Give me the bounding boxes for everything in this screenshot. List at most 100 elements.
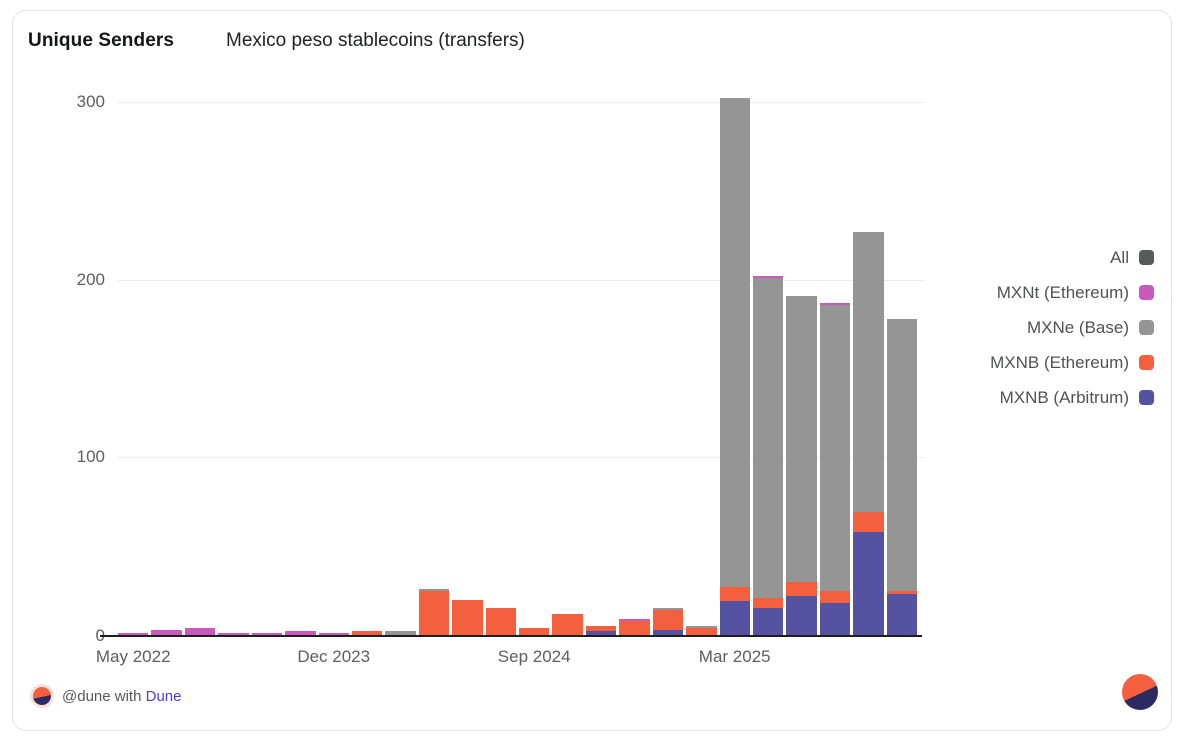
y-tick-label: 200 [76,269,105,289]
bar-segment [786,595,817,635]
bar-segment [452,599,483,635]
bar-segment [819,304,851,591]
gridline [118,279,925,281]
legend-item[interactable]: MXNt (Ethereum) [997,275,1154,310]
bar-column[interactable] [452,599,483,635]
bar-column[interactable] [552,613,583,635]
x-tick-label: Dec 2023 [297,647,371,666]
bar-column[interactable] [385,631,416,635]
bar-segment [485,608,517,635]
legend-label: MXNt (Ethereum) [996,282,1129,302]
legend-item[interactable]: MXNB (Ethereum) [990,345,1154,380]
bar-segment [585,626,617,632]
bar-segment [151,629,182,635]
bar-column[interactable] [418,588,450,635]
bar-segment [652,629,684,635]
bar-segment [753,277,784,598]
bar-segment [853,531,884,635]
bar-column[interactable] [318,633,349,635]
bar-segment [418,588,450,591]
bar-segment [585,631,617,635]
bar-segment [184,627,216,635]
bar-column[interactable] [652,608,684,635]
bar-column[interactable] [285,631,316,635]
dune-brand-logo-icon[interactable] [1122,674,1158,710]
legend-item[interactable]: MXNB (Arbitrum) [1000,380,1154,415]
legend-swatch [1139,250,1154,265]
x-tick-label: Mar 2025 [698,647,771,666]
gridline [118,101,925,103]
bar-column[interactable] [351,631,383,635]
x-axis-line [100,635,922,637]
bar-column[interactable] [184,627,216,635]
y-tick-label: 100 [76,447,105,467]
bar-segment [652,608,684,611]
dune-logo-icon [30,684,54,708]
bar-column[interactable] [118,633,149,635]
gridline [118,457,925,459]
bar-segment [886,590,918,595]
y-tick-label: 300 [76,91,105,111]
bar-segment [886,318,918,591]
attribution-footer: @dune with Dune [30,682,181,710]
bar-segment [418,590,450,635]
bar-segment [719,587,751,602]
bar-segment [786,581,817,596]
legend-swatch [1139,355,1154,370]
bar-segment [886,594,918,635]
chart-card [12,10,1172,731]
bar-segment [686,627,717,635]
bar-segment [753,597,784,609]
bar-column[interactable] [686,626,717,635]
dune-disc-icon [33,687,51,705]
chart-title: Unique Senders [28,30,175,51]
legend-label: All [1110,247,1129,267]
bar-column[interactable] [786,295,817,635]
bar-segment [819,302,851,305]
bar-segment [686,626,717,628]
bar-segment [786,295,817,582]
bar-segment [719,601,751,635]
bar-column[interactable] [519,627,550,635]
bar-segment [519,627,550,635]
legend-item[interactable]: All [1110,240,1154,275]
bar-column[interactable] [753,275,784,635]
bar-segment [285,631,316,635]
bar-column[interactable] [218,633,249,635]
bar-column[interactable] [853,231,884,635]
bar-column[interactable] [151,629,182,635]
bar-segment [385,631,416,635]
bar-segment [853,512,884,532]
bar-column[interactable] [619,619,650,635]
bar-segment [619,619,650,621]
bar-column[interactable] [585,626,617,635]
dune-link[interactable]: Dune [145,687,182,705]
bar-segment [118,633,149,635]
chart-subtitle: Mexico peso stablecoins (transfers) [226,30,525,51]
bar-column[interactable] [886,318,918,635]
legend-swatch [1139,320,1154,335]
bar-segment [318,633,349,635]
bar-segment [753,608,784,635]
bars-layer [118,90,918,635]
bar-segment [619,620,650,635]
bar-segment [552,613,583,635]
bar-segment [819,590,851,603]
bar-column[interactable] [719,98,751,635]
legend-item[interactable]: MXNe (Base) [1027,310,1154,345]
bar-segment [853,231,884,513]
y-tick-label: 0 [45,626,105,646]
legend-label: MXNB (Ethereum) [990,352,1129,372]
bar-segment [218,633,249,635]
bar-column[interactable] [485,608,517,635]
bar-column[interactable] [819,302,851,635]
chart-legend: All MXNt (Ethereum) MXNe (Base) MXNB (Ether… [990,240,1154,415]
bar-column[interactable] [251,633,283,635]
legend-label: MXNB (Arbitrum) [999,387,1129,407]
x-tick-label: Sep 2024 [497,647,571,666]
bar-segment [753,275,784,278]
legend-label: MXNe (Base) [1026,317,1129,337]
bar-segment [819,603,851,635]
legend-swatch [1139,390,1154,405]
